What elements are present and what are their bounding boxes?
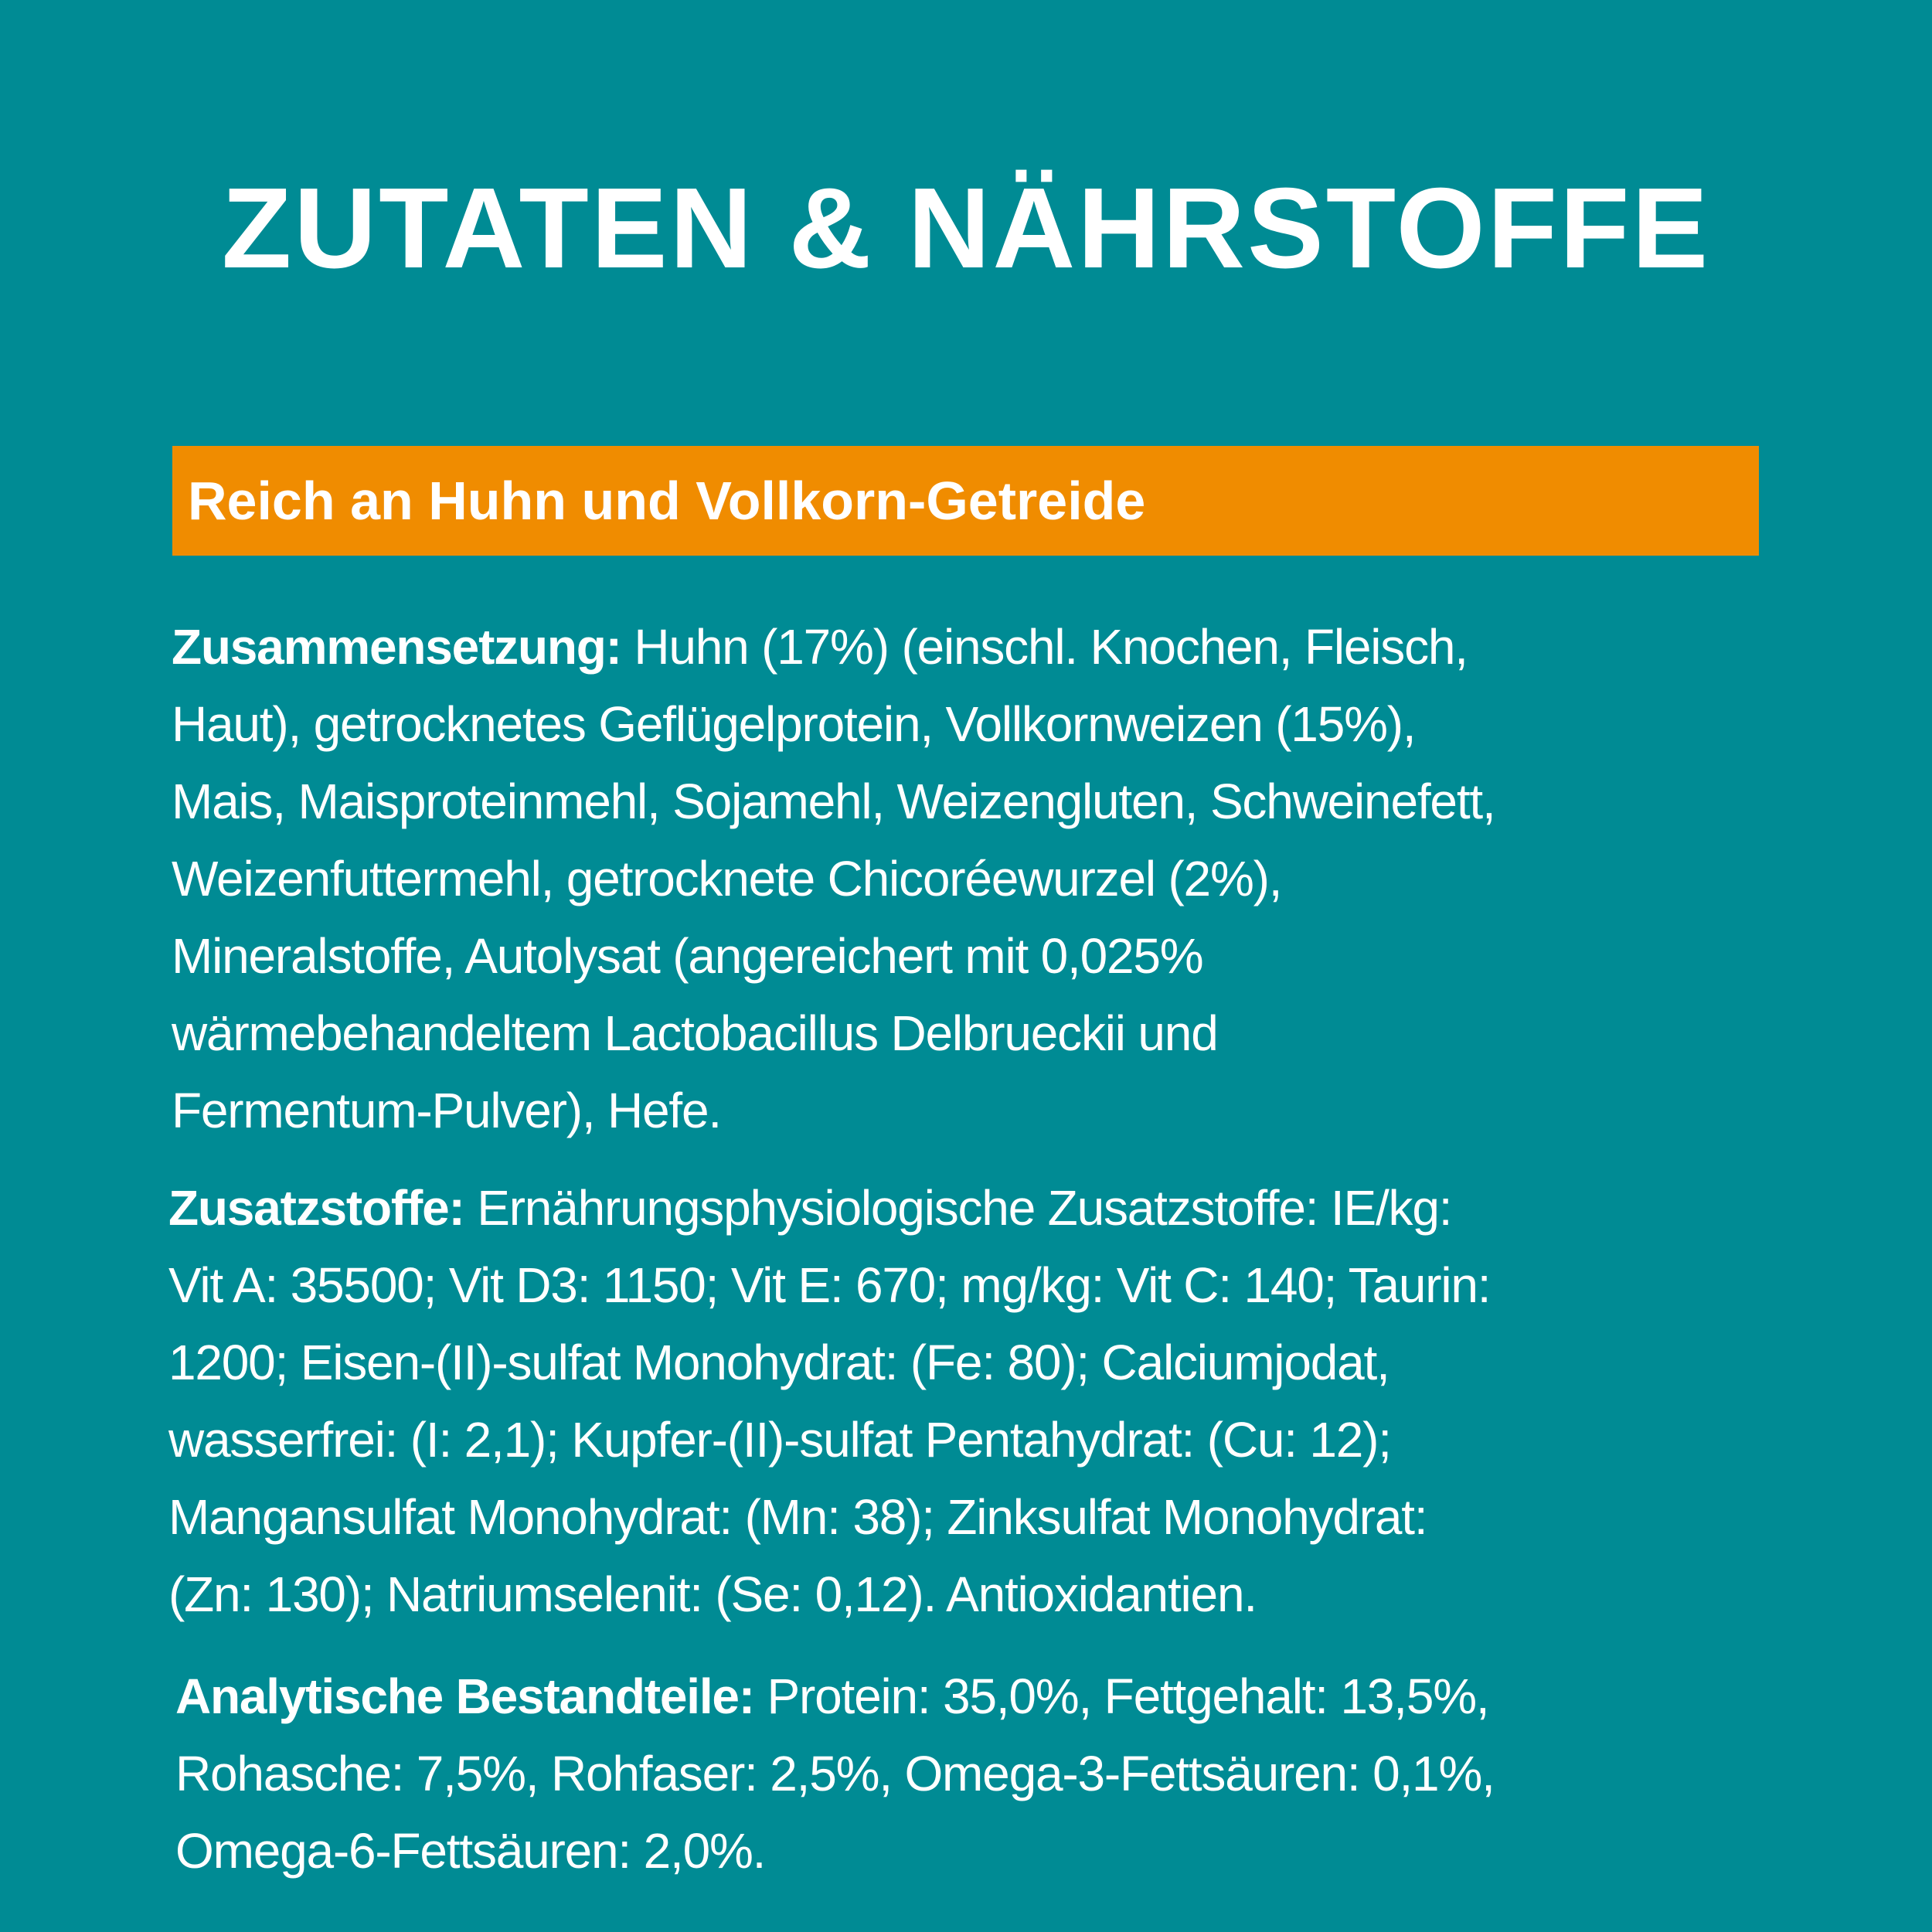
composition-line-7: Fermentum-Pulver), Hefe. [172, 1083, 722, 1138]
analytics-section: Analytische Bestandteile: Protein: 35,0%… [175, 1658, 1752, 1889]
composition-line-5: Mineralstoffe, Autolysat (angereichert m… [172, 928, 1204, 984]
additives-line-5: Mangansulfat Monohydrat: (Mn: 38); Zinks… [168, 1489, 1428, 1545]
additives-line-3: 1200; Eisen-(II)-sulfat Monohydrat: (Fe:… [168, 1335, 1390, 1390]
highlight-text: Reich an Huhn und Vollkorn-Getreide [188, 471, 1146, 531]
highlight-banner: Reich an Huhn und Vollkorn-Getreide [172, 446, 1759, 556]
additives-line-6: (Zn: 130); Natriumselenit: (Se: 0,12). A… [168, 1566, 1257, 1622]
composition-section: Zusammensetzung: Huhn (17%) (einschl. Kn… [172, 608, 1752, 1149]
additives-line-1: Zusatzstoffe: Ernährungsphysiologische Z… [168, 1169, 1753, 1247]
additives-line-2: Vit A: 35500; Vit D3: 1150; Vit E: 670; … [168, 1257, 1492, 1313]
page-title: ZUTATEN & NÄHRSTOFFE [221, 165, 1711, 292]
composition-line-2: Haut), getrocknetes Geflügelprotein, Vol… [172, 696, 1417, 752]
additives-line-4: wasserfrei: (I: 2,1); Kupfer-(II)-sulfat… [168, 1412, 1392, 1468]
composition-line-6: wärmebehandeltem Lactobacillus Delbrueck… [172, 1005, 1219, 1061]
analytics-line-3: Omega-6-Fettsäuren: 2,0%. [175, 1823, 766, 1879]
additives-section: Zusatzstoffe: Ernährungsphysiologische Z… [168, 1169, 1753, 1633]
additives-text: Ernährungsphysiologische Zusatzstoffe: I… [464, 1180, 1452, 1236]
composition-line-4: Weizenfuttermehl, getrocknete Chicoréewu… [172, 851, 1283, 906]
composition-line-3: Mais, Maisproteinmehl, Sojamehl, Weizeng… [172, 774, 1496, 829]
composition-line-1: Zusammensetzung: Huhn (17%) (einschl. Kn… [172, 608, 1752, 685]
analytics-line-1: Analytische Bestandteile: Protein: 35,0%… [175, 1658, 1752, 1735]
analytics-line-2: Rohasche: 7,5%, Rohfaser: 2,5%, Omega-3-… [175, 1746, 1495, 1801]
analytics-text: Protein: 35,0%, Fettgehalt: 13,5%, [753, 1668, 1490, 1724]
composition-label: Zusammensetzung: [172, 619, 622, 675]
analytics-label: Analytische Bestandteile: [175, 1668, 755, 1724]
additives-label: Zusatzstoffe: [168, 1180, 465, 1236]
composition-text: Huhn (17%) (einschl. Knochen, Fleisch, [621, 619, 1468, 675]
